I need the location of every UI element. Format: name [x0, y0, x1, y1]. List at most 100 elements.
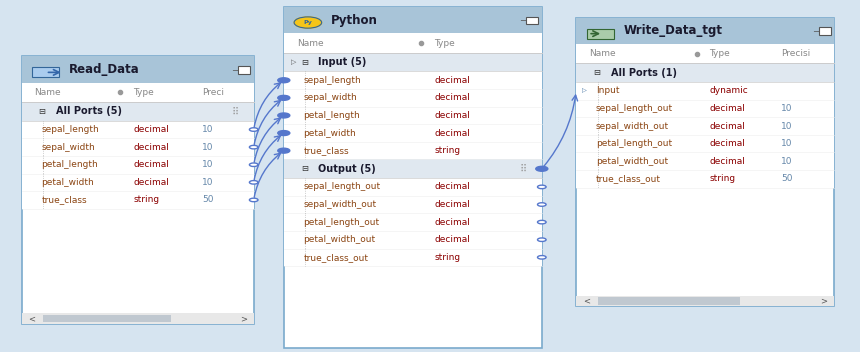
FancyBboxPatch shape — [22, 156, 254, 174]
FancyBboxPatch shape — [22, 191, 254, 209]
Text: Input: Input — [596, 86, 619, 95]
Text: string: string — [710, 174, 735, 183]
Text: petal_length: petal_length — [41, 160, 98, 169]
Circle shape — [249, 181, 258, 184]
Text: ─: ─ — [520, 16, 525, 25]
FancyBboxPatch shape — [284, 249, 542, 266]
Circle shape — [249, 198, 258, 202]
Text: petal_length: petal_length — [304, 111, 360, 120]
Circle shape — [249, 145, 258, 149]
Text: petal_width_out: petal_width_out — [304, 235, 376, 244]
Text: string: string — [434, 146, 460, 155]
Text: decimal: decimal — [710, 121, 746, 131]
Text: true_class_out: true_class_out — [304, 253, 369, 262]
Text: decimal: decimal — [434, 93, 470, 102]
FancyBboxPatch shape — [22, 56, 254, 324]
Text: ─: ─ — [232, 65, 237, 74]
Text: petal_width_out: petal_width_out — [596, 157, 668, 166]
Text: decimal: decimal — [434, 218, 470, 227]
FancyBboxPatch shape — [576, 82, 834, 100]
Circle shape — [278, 113, 290, 118]
Text: All Ports (5): All Ports (5) — [56, 106, 122, 117]
Circle shape — [278, 148, 290, 153]
Text: decimal: decimal — [133, 160, 169, 169]
Text: decimal: decimal — [434, 111, 470, 120]
FancyBboxPatch shape — [576, 296, 834, 306]
Circle shape — [249, 128, 258, 131]
FancyBboxPatch shape — [238, 66, 250, 74]
Text: decimal: decimal — [434, 182, 470, 191]
Text: Name: Name — [589, 49, 616, 58]
Text: ⊟: ⊟ — [593, 68, 600, 77]
Text: Py: Py — [304, 20, 312, 25]
Text: Python: Python — [331, 14, 378, 27]
FancyBboxPatch shape — [576, 100, 834, 117]
Text: decimal: decimal — [434, 128, 470, 138]
Text: dynamic: dynamic — [710, 86, 748, 95]
FancyBboxPatch shape — [284, 159, 542, 178]
Text: decimal: decimal — [710, 104, 746, 113]
Text: decimal: decimal — [434, 235, 470, 244]
Circle shape — [278, 78, 290, 83]
Text: 10: 10 — [202, 125, 213, 134]
Text: sepal_width_out: sepal_width_out — [304, 200, 377, 209]
Text: sepal_length_out: sepal_length_out — [304, 182, 381, 191]
FancyBboxPatch shape — [576, 18, 834, 306]
Text: Type: Type — [710, 49, 730, 58]
Text: ⊟: ⊟ — [301, 58, 308, 67]
FancyBboxPatch shape — [587, 29, 614, 39]
Text: petal_length_out: petal_length_out — [304, 218, 380, 227]
Text: sepal_length_out: sepal_length_out — [596, 104, 673, 113]
Text: decimal: decimal — [434, 200, 470, 209]
Text: petal_length_out: petal_length_out — [596, 139, 673, 148]
Text: petal_width: petal_width — [304, 128, 356, 138]
Text: 10: 10 — [781, 121, 792, 131]
FancyBboxPatch shape — [284, 53, 542, 71]
Text: Type: Type — [133, 88, 154, 97]
FancyBboxPatch shape — [284, 7, 542, 348]
Text: string: string — [434, 253, 460, 262]
FancyBboxPatch shape — [284, 124, 542, 142]
FancyBboxPatch shape — [22, 313, 254, 324]
Text: ⊟: ⊟ — [301, 164, 308, 173]
Text: petal_width: petal_width — [41, 178, 94, 187]
FancyBboxPatch shape — [22, 102, 254, 121]
Text: sepal_width: sepal_width — [304, 93, 358, 102]
FancyBboxPatch shape — [819, 27, 831, 35]
Text: 10: 10 — [781, 104, 792, 113]
Text: <: < — [28, 314, 35, 323]
FancyBboxPatch shape — [284, 33, 542, 53]
FancyBboxPatch shape — [284, 142, 542, 159]
Text: ▷: ▷ — [292, 59, 297, 65]
Circle shape — [538, 203, 546, 206]
Text: decimal: decimal — [133, 143, 169, 152]
Text: sepal_width: sepal_width — [41, 143, 95, 152]
Text: 10: 10 — [202, 160, 213, 169]
FancyBboxPatch shape — [22, 121, 254, 138]
Text: true_class: true_class — [304, 146, 349, 155]
Text: Write_Data_tgt: Write_Data_tgt — [624, 24, 722, 37]
Text: 10: 10 — [781, 139, 792, 148]
Circle shape — [294, 17, 322, 28]
Circle shape — [538, 238, 546, 241]
Text: sepal_width_out: sepal_width_out — [596, 121, 669, 131]
Text: 10: 10 — [202, 143, 213, 152]
Text: ─: ─ — [813, 26, 818, 35]
Text: decimal: decimal — [133, 178, 169, 187]
Text: decimal: decimal — [434, 76, 470, 85]
FancyBboxPatch shape — [32, 67, 59, 77]
Circle shape — [538, 256, 546, 259]
FancyBboxPatch shape — [284, 71, 542, 89]
Text: Name: Name — [34, 88, 61, 97]
FancyBboxPatch shape — [598, 297, 740, 305]
FancyBboxPatch shape — [43, 315, 170, 322]
Text: ▷: ▷ — [582, 88, 587, 93]
FancyBboxPatch shape — [284, 178, 542, 196]
FancyBboxPatch shape — [284, 89, 542, 107]
Text: <: < — [583, 296, 590, 306]
Circle shape — [278, 131, 290, 136]
Text: 10: 10 — [202, 178, 213, 187]
Text: ⊟: ⊟ — [39, 107, 46, 116]
FancyBboxPatch shape — [576, 44, 834, 63]
Text: decimal: decimal — [133, 125, 169, 134]
